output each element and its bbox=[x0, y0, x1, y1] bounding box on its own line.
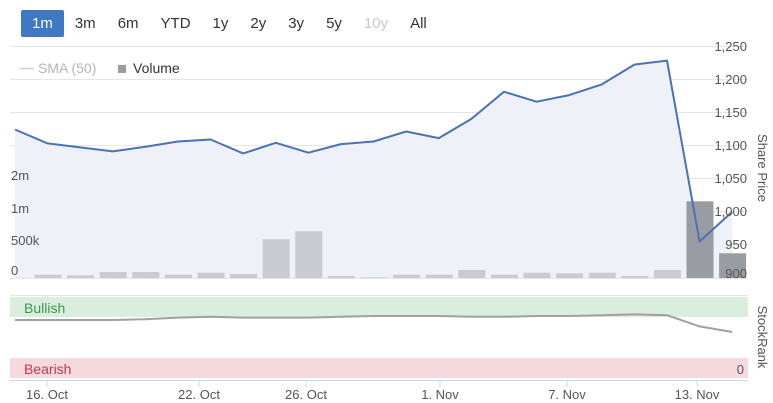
x-tick-label: 7. Nov bbox=[548, 387, 586, 402]
volume-bar bbox=[490, 274, 518, 278]
volume-tick: 0 bbox=[11, 263, 18, 278]
volume-bar bbox=[295, 231, 323, 278]
price-tick: 1,150 bbox=[714, 105, 747, 120]
volume-axis-ticks: 2m 1m 500k 0 bbox=[11, 168, 40, 278]
volume-bar bbox=[132, 272, 160, 278]
volume-bar bbox=[262, 239, 290, 278]
volume-bar bbox=[67, 275, 95, 278]
volume-bar bbox=[425, 274, 453, 278]
price-tick: 1,250 bbox=[714, 39, 747, 54]
price-tick: 1,100 bbox=[714, 138, 747, 153]
range-button-10y[interactable]: 10y bbox=[363, 15, 389, 32]
stockrank-axis-title: StockRank bbox=[755, 306, 770, 369]
range-button-3y[interactable]: 3y bbox=[288, 15, 305, 32]
volume-bar bbox=[621, 276, 649, 278]
share-price-line bbox=[14, 59, 733, 243]
volume-bar bbox=[360, 277, 388, 278]
x-tick-label: 13. Nov bbox=[675, 387, 720, 402]
volume-legend-label[interactable]: Volume bbox=[133, 60, 180, 76]
stockrank-line bbox=[15, 313, 733, 333]
x-tick-label: 26. Oct bbox=[285, 387, 327, 402]
share-price-area bbox=[15, 60, 733, 278]
range-button-ytd[interactable]: YTD bbox=[160, 15, 191, 32]
volume-bar bbox=[230, 274, 258, 278]
range-button-5y[interactable]: 5y bbox=[326, 15, 342, 32]
volume-bar bbox=[327, 276, 355, 278]
range-button-2y[interactable]: 2y bbox=[250, 15, 267, 32]
range-button-1m[interactable]: 1m bbox=[21, 10, 64, 37]
volume-bar bbox=[458, 270, 486, 278]
legend: SMA (50) Volume bbox=[20, 60, 180, 76]
range-button-1y[interactable]: 1y bbox=[212, 15, 229, 32]
x-axis-ticks: 16. Oct 22. Oct 26. Oct 1. Nov 7. Nov 13. Nov bbox=[26, 381, 720, 402]
range-button-6m[interactable]: 6m bbox=[117, 15, 139, 32]
volume-bar bbox=[393, 274, 421, 278]
range-button-all[interactable]: All bbox=[410, 15, 427, 32]
range-button-3m[interactable]: 3m bbox=[74, 15, 96, 32]
volume-bar bbox=[556, 273, 584, 278]
stockrank-panel: Bullish Bearish 0 StockRank bbox=[10, 295, 770, 378]
volume-bar bbox=[523, 272, 551, 278]
volume-bar bbox=[719, 253, 747, 278]
x-axis: 16. Oct 22. Oct 26. Oct 1. Nov 7. Nov 13. Nov bbox=[10, 380, 748, 402]
volume-bar bbox=[164, 274, 192, 278]
stockrank-tick: 0 bbox=[737, 362, 744, 377]
volume-bar bbox=[99, 272, 127, 278]
price-tick: 900 bbox=[725, 266, 747, 281]
x-tick-label: 22. Oct bbox=[178, 387, 220, 402]
volume-bar bbox=[34, 274, 62, 278]
price-tick: 1,200 bbox=[714, 72, 747, 87]
volume-tick: 1m bbox=[11, 201, 29, 216]
volume-tick: 2m bbox=[11, 168, 29, 183]
price-axis-ticks: 1,250 1,200 1,150 1,100 1,050 1,000 950 … bbox=[714, 39, 747, 281]
price-tick: 1,000 bbox=[714, 204, 747, 219]
bearish-label: Bearish bbox=[24, 361, 71, 377]
volume-legend-symbol bbox=[118, 65, 126, 73]
volume-bar bbox=[588, 272, 616, 278]
sma-legend-label[interactable]: SMA (50) bbox=[38, 60, 96, 76]
bullish-band bbox=[10, 297, 748, 317]
x-tick-label: 16. Oct bbox=[26, 387, 68, 402]
price-tick: 1,050 bbox=[714, 171, 747, 186]
volume-bar bbox=[197, 272, 225, 278]
volume-tick: 500k bbox=[11, 233, 40, 248]
bullish-label: Bullish bbox=[24, 300, 65, 316]
bearish-band bbox=[10, 358, 748, 378]
volume-bar bbox=[653, 270, 681, 278]
price-axis-title: Share Price bbox=[755, 134, 770, 202]
range-selector: 1m 3m 6m YTD 1y 2y 3y 5y 10y All bbox=[21, 10, 438, 37]
price-tick: 950 bbox=[725, 237, 747, 252]
x-tick-label: 1. Nov bbox=[421, 387, 459, 402]
